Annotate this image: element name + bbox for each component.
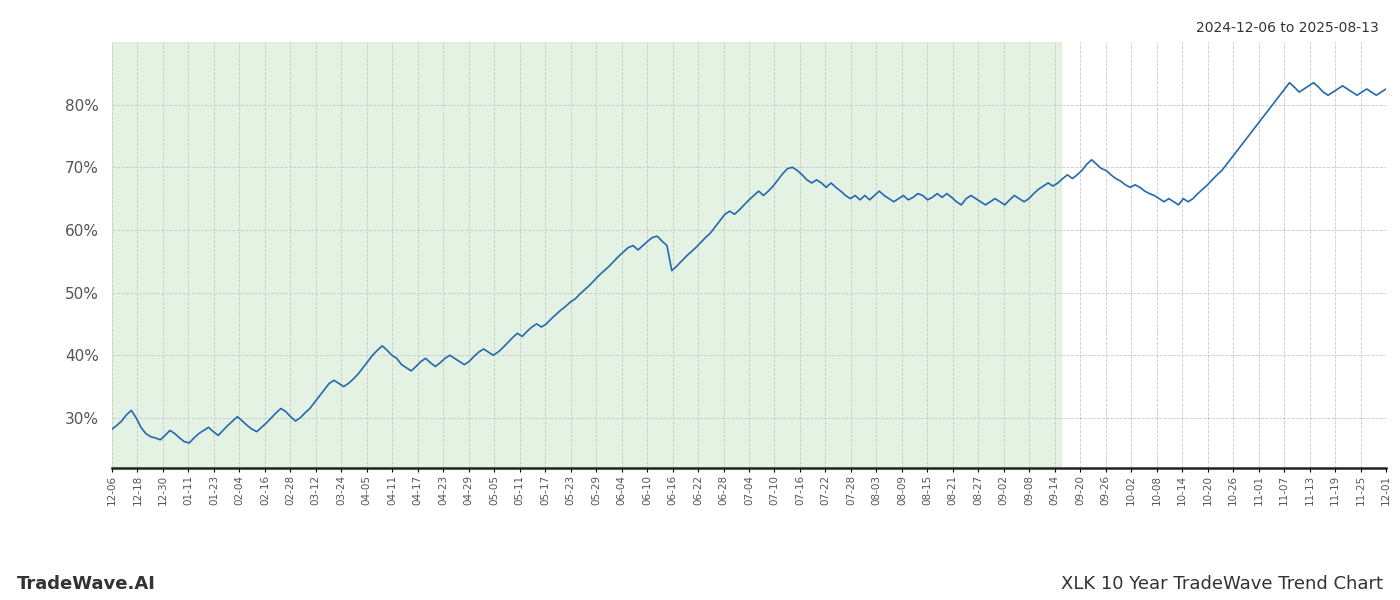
Text: XLK 10 Year TradeWave Trend Chart: XLK 10 Year TradeWave Trend Chart	[1061, 575, 1383, 593]
Text: 2024-12-06 to 2025-08-13: 2024-12-06 to 2025-08-13	[1196, 21, 1379, 35]
Bar	[112, 42, 1061, 468]
Text: TradeWave.AI: TradeWave.AI	[17, 575, 155, 593]
